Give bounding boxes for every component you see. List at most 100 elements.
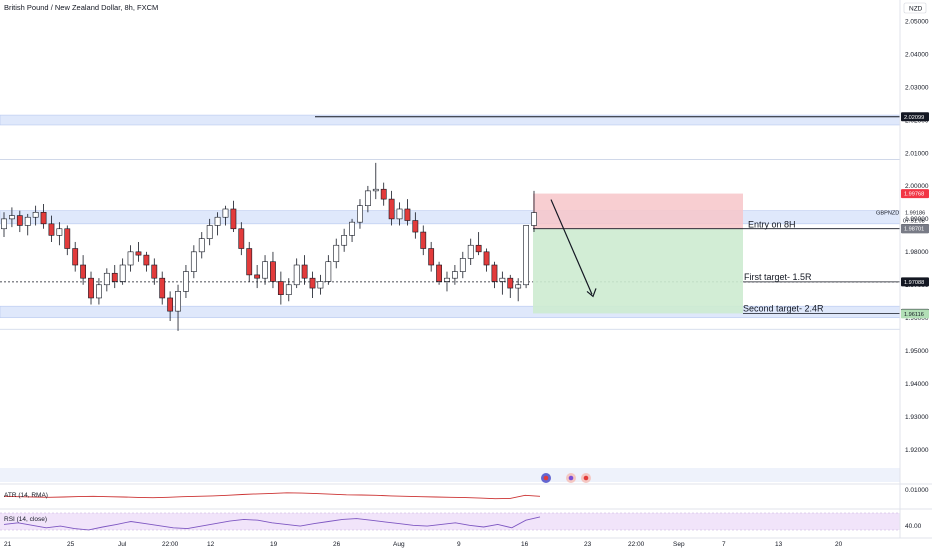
currency-badge [903,2,927,14]
candle-body [9,215,15,220]
event-marker-icon-core [583,475,589,481]
rsi-band [0,513,900,530]
candle-body [135,251,142,256]
candle-body [119,264,126,282]
candle-body [451,271,458,279]
price-tag [901,189,929,199]
candle-body [364,190,371,206]
candle-body [159,277,166,299]
time-tick-label: 16 [521,541,529,548]
candle-body [222,208,229,218]
candle-body [444,277,450,282]
price-tag [901,224,929,234]
price-tick-label: 2.04000 [905,51,929,58]
candle-body [404,208,411,221]
event-marker-icon-core [543,475,549,481]
price-tick-label: 1.95000 [905,348,929,355]
price-tick-label: 1.94000 [905,381,929,388]
first-target-annotation: First target- 1.5R [744,272,812,282]
candle-body [214,216,221,226]
price-tag [901,112,929,122]
candle-body [380,188,387,200]
candle-body [333,244,340,263]
candle-body [206,225,213,239]
candle-body [254,274,261,279]
candle-body [420,231,427,249]
indicators-layer: ATR (14, RMA) 0.01000 RSI (14, close) 40.00 [0,468,932,531]
candles-layer [1,162,537,331]
candle-body [88,277,94,299]
candle-body [40,211,47,225]
candle-body [64,228,71,249]
candle-body [467,244,474,259]
rsi-label: RSI (14, close) [4,516,47,523]
overlays-layer: Entry on 8H First target- 1.5R Second targ… [533,199,900,314]
candle-body [48,223,55,236]
price-tag-label: 1.98701 [904,227,924,233]
candle-body [262,261,268,279]
price-tag-label: 1.96116 [904,312,924,318]
atr-label: ATR (14, RMA) [4,492,48,499]
time-tick-label: 22:00 [628,541,645,548]
candle-body [507,277,514,289]
candle-body [499,277,506,282]
price-tick-label: 1.99000 [905,216,929,223]
candle-body [143,254,150,266]
second-target-annotation: Second target- 2.4R [743,303,824,313]
entry-annotation: Entry on 8H [748,220,796,230]
price-tag-label: 1.99768 [904,192,924,198]
candle-body [436,264,442,282]
time-tick-label: 13 [775,541,783,548]
price-tick-label: 1.96000 [905,315,929,322]
candle-body [167,297,174,312]
candle-body [491,264,498,282]
candle-body [277,281,284,295]
candle-body [388,198,395,220]
candle-body [357,205,363,223]
time-tick-label: Aug [393,541,405,548]
candle-body [127,251,134,266]
candle-body [531,212,537,226]
atr-line [3,492,541,500]
candle-body [483,251,490,266]
price-tick-label: 1.93000 [905,414,929,421]
events-band [0,468,900,482]
atr-value-label: 0.01000 [905,487,929,494]
candle-body [428,248,435,266]
stop-loss-box [533,193,743,229]
time-tick-label: 26 [333,541,341,548]
candle-body [32,211,39,218]
candle-body [183,271,189,292]
current-price-label: 1.99186 [905,211,925,217]
candle-body [103,272,110,286]
price-tag-label: 1.97088 [904,280,924,286]
time-tick-label: Sep [673,541,685,548]
rsi-line [3,516,541,531]
price-tag-label: 2.02099 [904,115,924,121]
candle-body [56,228,63,236]
projection-arrowhead [586,288,597,298]
candle-body [111,272,118,282]
time-tick-label: 7 [722,541,726,548]
candle-body [16,215,23,226]
candle-body [317,281,324,289]
time-tick-label: 20 [835,541,843,548]
candle-body [349,221,355,236]
price-tick-label: 2.05000 [905,18,929,25]
time-tick-label: 19 [270,541,278,548]
price-tick-label: 1.92000 [905,447,929,454]
time-tick-label: 25 [67,541,75,548]
price-tick-label: 2.00000 [905,183,929,190]
candle-body [301,264,308,279]
time-tick-label: 9 [457,541,461,548]
time-tick-label: 22:00 [162,541,179,548]
time-tick-label: Jul [118,541,127,548]
price-tick-label: 2.03000 [905,84,929,91]
countdown-label: 07:51:08 [903,219,925,225]
candle-body [270,261,276,282]
candle-body [412,220,419,233]
candle-body [198,238,205,253]
projection-arrow-line [550,199,593,295]
